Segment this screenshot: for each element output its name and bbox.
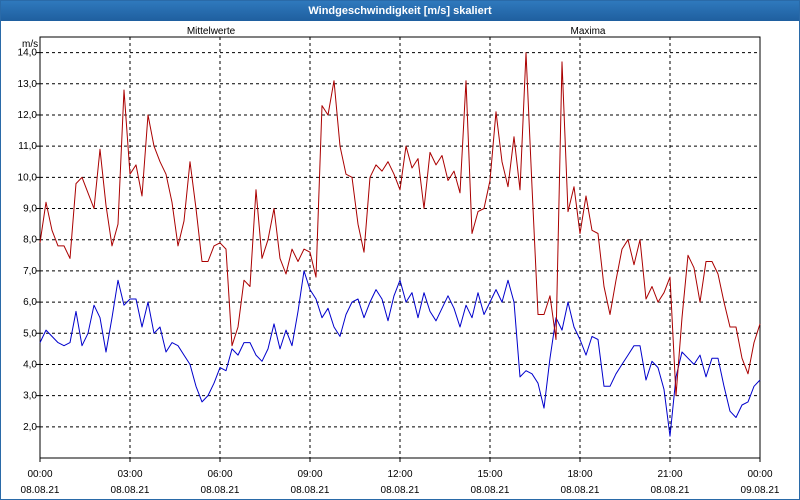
x-tick-time-label: 03:00 (117, 469, 142, 480)
y-tick-label: 4,0 (23, 359, 37, 370)
x-tick-time-label: 00:00 (747, 469, 772, 480)
data-series (39, 52, 761, 437)
x-tick-date-label: 08.08.21 (561, 485, 600, 496)
y-tick-label: 10,0 (18, 172, 38, 183)
x-tick-date-label: 08.08.21 (471, 485, 510, 496)
x-tick-date-label: 08.08.21 (381, 485, 420, 496)
series-line-mittelwerte (39, 270, 761, 437)
x-axis-ticks: 00:00 08.08.21 03:00 08.08.21 06:00 08.08.21 0… (21, 458, 780, 496)
y-axis-label: m/s (22, 39, 38, 50)
legend-label-mittelwerte: Mittelwerte (187, 26, 236, 37)
x-tick-time-label: 09:00 (297, 469, 322, 480)
y-tick-label: 14,0 (18, 48, 38, 59)
y-tick-label: 6,0 (23, 297, 37, 308)
y-tick-label: 5,0 (23, 328, 37, 339)
y-tick-label: 13,0 (18, 79, 38, 90)
y-tick-label: 3,0 (23, 391, 37, 402)
x-tick-time-label: 12:00 (387, 469, 412, 480)
y-tick-label: 7,0 (23, 266, 37, 277)
x-tick-time-label: 18:00 (567, 469, 592, 480)
series-line-maxima (39, 52, 761, 397)
x-tick-time-label: 21:00 (657, 469, 682, 480)
y-tick-label: 12,0 (18, 110, 38, 121)
y-axis-ticks: 2,0 3,0 4,0 5,0 6,0 7,0 8,0 9,0 10,0 11,0 12,0 13,0… (18, 48, 40, 433)
x-tick-time-label: 06:00 (207, 469, 232, 480)
y-tick-label: 11,0 (18, 141, 37, 152)
grid-lines (40, 37, 760, 458)
y-tick-label: 2,0 (23, 422, 37, 433)
x-tick-date-label: 08.08.21 (291, 485, 330, 496)
chart-title: Windgeschwindigkeit [m/s] skaliert (1, 1, 799, 21)
x-tick-time-label: 15:00 (477, 469, 502, 480)
x-tick-date-label: 08.08.21 (651, 485, 690, 496)
x-tick-time-label: 00:00 (27, 469, 52, 480)
y-tick-label: 9,0 (23, 204, 37, 215)
x-tick-date-label: 09.08.21 (741, 485, 780, 496)
x-tick-date-label: 08.08.21 (21, 485, 60, 496)
x-tick-date-label: 08.08.21 (111, 485, 150, 496)
x-tick-date-label: 08.08.21 (201, 485, 240, 496)
y-tick-label: 8,0 (23, 235, 37, 246)
legend-label-maxima: Maxima (570, 26, 605, 37)
